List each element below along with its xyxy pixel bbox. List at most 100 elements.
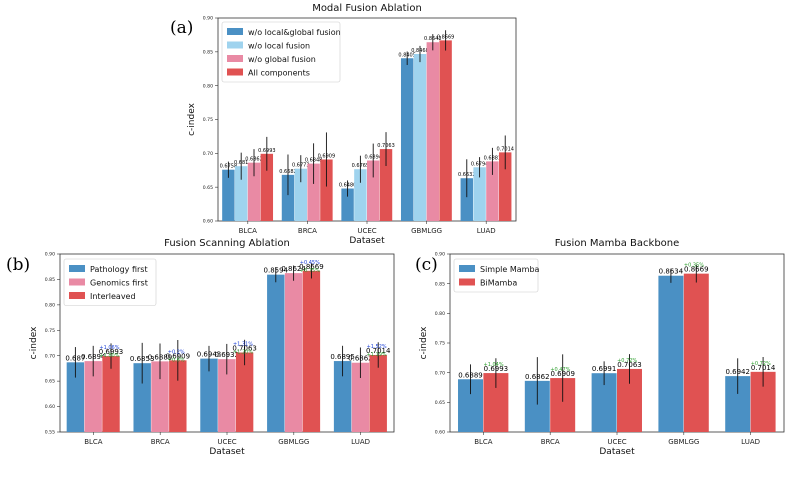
delta-annotation: +0.35% xyxy=(684,263,704,269)
data-label: 0.6909 xyxy=(318,153,336,159)
y-tick-label: 0.60 xyxy=(203,219,213,225)
delta-annotation: +0.72% xyxy=(751,361,771,367)
chart-title: Fusion Mamba Backbone xyxy=(555,238,680,249)
bar-w-o-local-fusion-blca xyxy=(234,166,248,221)
data-label: 0.6895 xyxy=(330,353,355,361)
data-label: 0.6993 xyxy=(99,348,124,356)
bar-genomics-first-luad xyxy=(351,362,370,432)
y-tick-label: 0.85 xyxy=(435,281,445,287)
x-tick-label: BLCA xyxy=(84,438,103,446)
x-axis-label: Dataset xyxy=(209,447,245,457)
bar-all-components-ucec xyxy=(379,149,393,221)
bar-pathology-first-brca xyxy=(133,363,151,432)
bar-w-o-global-fusion-ucec xyxy=(367,160,380,221)
bar-interleaved-luad xyxy=(369,355,387,432)
bar-all-components-blca xyxy=(260,153,274,221)
data-label: 0.6894 xyxy=(364,155,382,161)
bar-all-components-brca xyxy=(320,159,333,221)
bar-interleaved-gbmlgg xyxy=(302,270,321,432)
legend-entry: BiMamba xyxy=(480,279,517,288)
y-tick-label: 0.70 xyxy=(45,353,55,359)
bar-simple-mamba-gbmlgg xyxy=(658,275,684,432)
data-label: 0.6794 xyxy=(471,161,489,167)
delta-annotation: +1.20% xyxy=(233,350,253,356)
y-tick-label: 0.75 xyxy=(203,117,213,123)
bar-w-o-local-global-fusion-brca xyxy=(281,174,295,221)
delta-annotation: +0.6% xyxy=(168,357,185,363)
data-label: 0.6993 xyxy=(484,365,509,373)
bar-genomics-first-brca xyxy=(151,361,169,432)
x-tick-label: GBMLGG xyxy=(411,227,442,235)
bar-interleaved-blca xyxy=(102,356,120,432)
bar-w-o-global-fusion-brca xyxy=(307,163,320,221)
x-tick-label: BLCA xyxy=(239,227,258,235)
data-label: 0.6881 xyxy=(484,155,502,161)
y-axis-label: c-index xyxy=(419,326,429,359)
data-label: 0.8624 xyxy=(281,265,306,273)
y-axis-label: c-index xyxy=(29,326,39,359)
y-tick-label: 0.65 xyxy=(203,185,213,191)
bar-all-components-luad xyxy=(499,152,512,221)
chart-fusion-scanning-ablation: Fusion Scanning Ablation 0.55 0.60 0.65 0.70… xyxy=(29,238,395,457)
y-tick-label: 0.80 xyxy=(203,83,213,89)
legend-swatch xyxy=(227,28,243,35)
bar-w-o-local-fusion-ucec xyxy=(354,169,367,221)
delta-annotation: +1.04% xyxy=(484,362,504,368)
data-label: 0.8669 xyxy=(299,263,324,271)
legend-box xyxy=(63,258,157,306)
legend-swatch xyxy=(227,41,243,49)
delta-annotation: +0.2% xyxy=(168,349,185,355)
bar-genomics-first-gbmlgg xyxy=(284,273,303,432)
data-label: 0.681 xyxy=(234,160,248,166)
bar-genomics-first-ucec xyxy=(218,359,236,432)
x-tick-label: BRCA xyxy=(541,438,560,446)
data-label: 0.6889 xyxy=(458,371,483,379)
legend-entry: Interleaved xyxy=(90,292,136,301)
legend-swatch xyxy=(69,278,85,286)
x-tick-label: BRCA xyxy=(298,227,317,235)
delta-annotation: +1.06% xyxy=(99,345,119,351)
y-tick-label: 0.70 xyxy=(203,151,213,157)
x-tick-label: LUAD xyxy=(477,227,496,235)
data-label: 0.6889 xyxy=(148,353,173,361)
y-tick-label: 0.90 xyxy=(203,16,213,22)
panel-label-a: (a) xyxy=(170,18,193,38)
data-label: 0.8669 xyxy=(684,266,709,274)
y-tick-label: 0.90 xyxy=(435,252,445,258)
x-tick-label: BLCA xyxy=(474,438,493,446)
legend-swatch xyxy=(69,292,85,299)
bar-all-components-gbmlgg xyxy=(439,40,452,221)
delta-annotation: +1.19% xyxy=(367,352,387,358)
delta-annotation: +0.45% xyxy=(300,260,320,266)
data-label: 0.6943 xyxy=(197,351,222,359)
legend-entry: w/o global fusion xyxy=(248,55,316,64)
data-label: 0.8468 xyxy=(411,48,429,54)
x-tick-label: GBMLGG xyxy=(668,438,699,446)
delta-annotation: +0.72% xyxy=(617,358,637,364)
y-tick-label: 0.75 xyxy=(45,328,55,334)
chart-fusion-mamba-backbone: Fusion Mamba Backbone 0.60 0.65 0.70 0.75 0.8… xyxy=(419,238,785,457)
data-label: 0.8642 xyxy=(424,36,442,42)
legend-box xyxy=(221,21,341,83)
data-label: 0.6765 xyxy=(352,163,370,169)
delta-annotation: +1.52% xyxy=(367,344,387,350)
data-label: 0.6909 xyxy=(550,370,575,378)
data-label: 0.6480 xyxy=(339,183,357,189)
bar-w-o-local-global-fusion-gbmlgg xyxy=(400,58,414,222)
y-tick-label: 0.60 xyxy=(435,430,445,436)
y-tick-label: 0.65 xyxy=(45,379,55,385)
data-label: 0.7014 xyxy=(751,364,776,372)
chart-title: Modal Fusion Ablation xyxy=(312,3,422,14)
data-label: 0.7014 xyxy=(496,146,514,152)
x-tick-label: UCEC xyxy=(607,438,626,446)
data-label: 0.8405 xyxy=(398,52,416,58)
delta-annotation: +1.31% xyxy=(233,342,253,348)
bar-w-o-global-fusion-gbmlgg xyxy=(426,42,440,221)
x-tick-label: LUAD xyxy=(351,438,370,446)
bar-pathology-first-ucec xyxy=(200,358,218,432)
data-label: 0.7063 xyxy=(377,143,395,149)
data-label: 0.6909 xyxy=(166,352,191,360)
legend-swatch xyxy=(227,68,243,76)
data-label: 0.6773 xyxy=(292,163,310,169)
panel-label-c: (c) xyxy=(415,255,438,275)
